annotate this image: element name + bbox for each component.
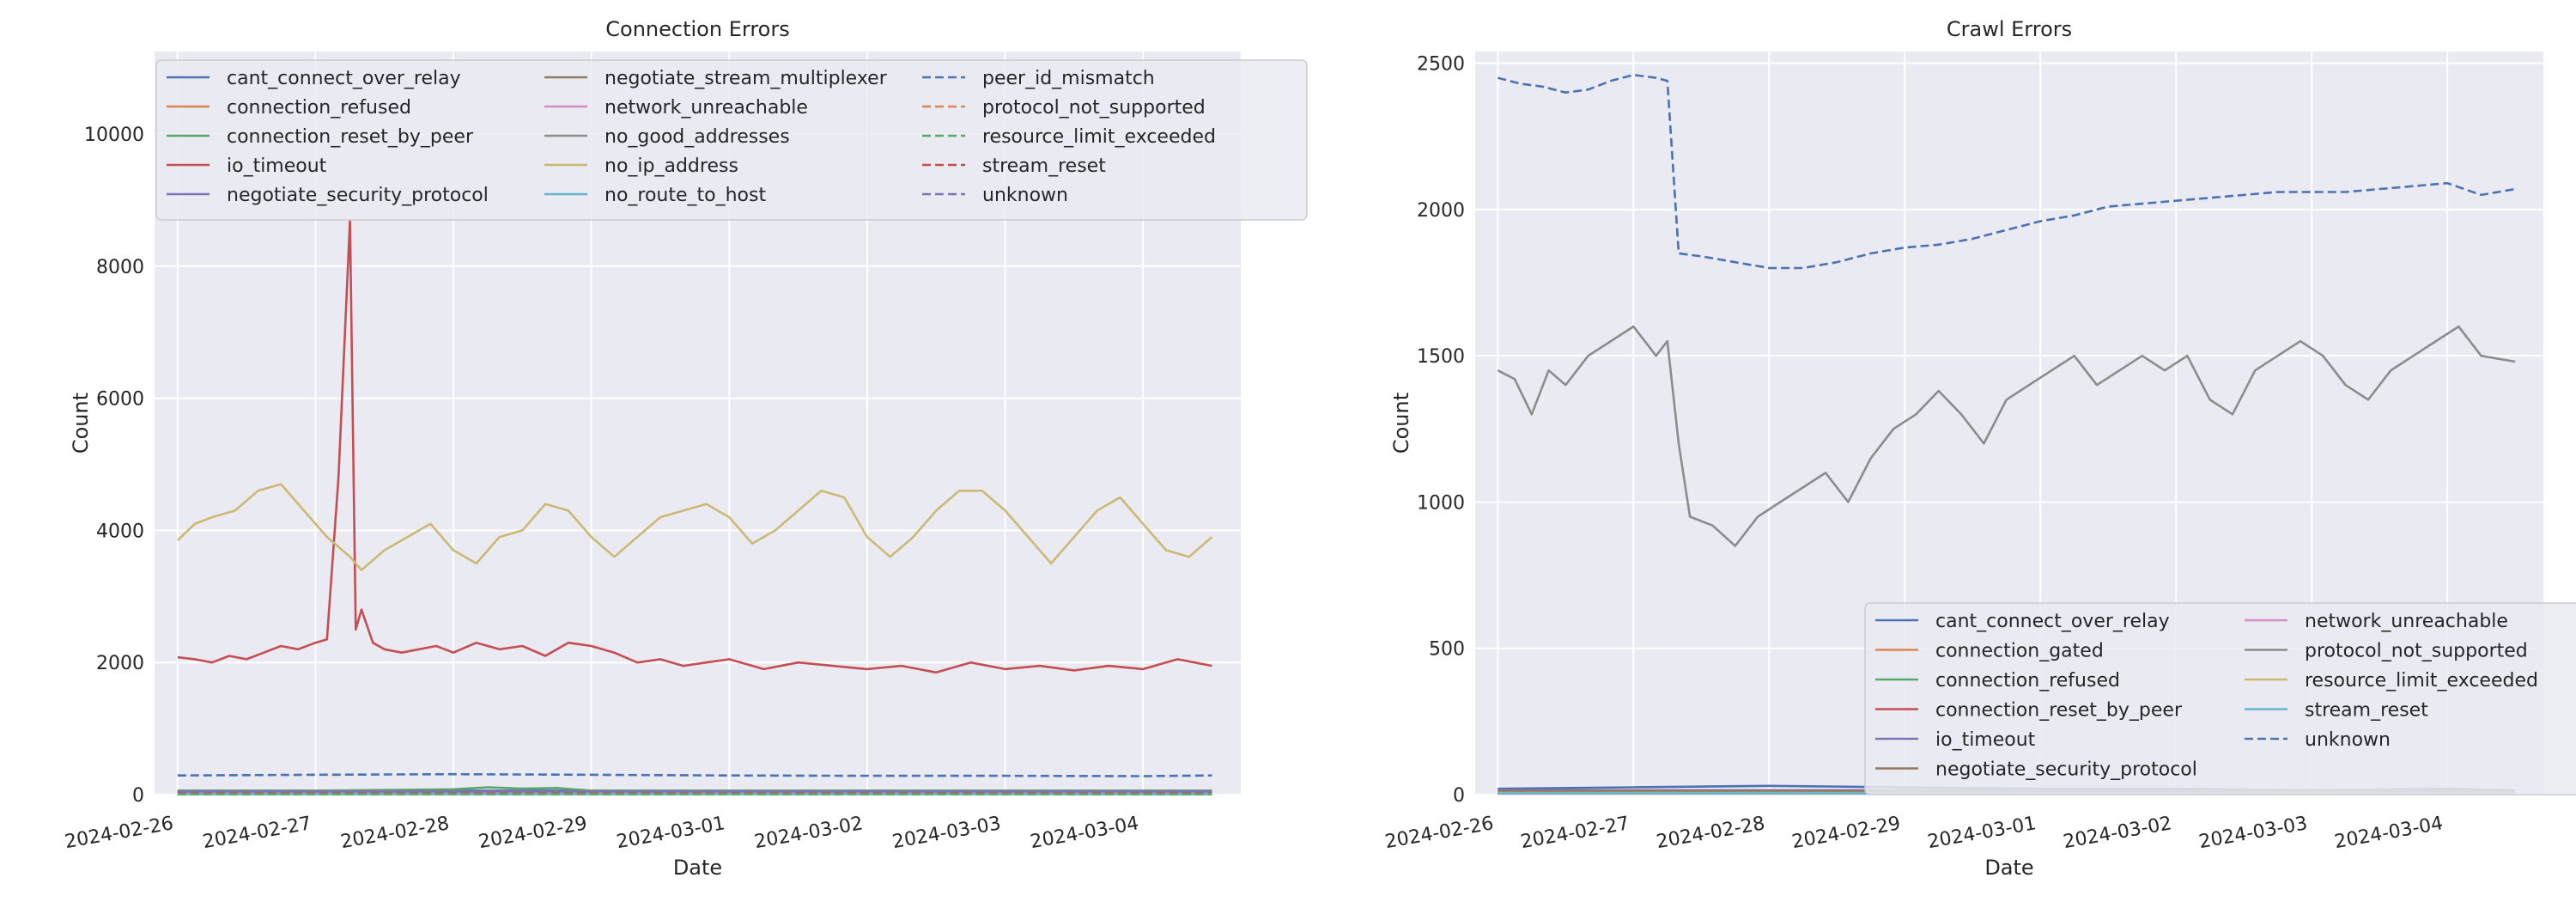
legend-label: io_timeout (1935, 729, 2036, 751)
legend-item: connection_gated (1875, 641, 2104, 662)
legend-item: connection_reset_by_peer (1875, 700, 2183, 722)
y-tick-label: 2000 (96, 653, 144, 674)
crawl-errors-panel: 2024-02-26 2024-02-27 2024-02-28 2024-02-29… (1383, 17, 2576, 880)
legend-label: cant_connect_over_relay (227, 68, 461, 89)
x-tick-label: 2024-03-01 (615, 813, 726, 853)
legend-item: connection_refused (1875, 670, 2120, 692)
legend-label: negotiate_security_protocol (227, 185, 489, 206)
legend-item: negotiate_security_protocol (1875, 759, 2197, 781)
x-tick-label: 2024-03-02 (2062, 813, 2173, 853)
legend-item: network_unreachable (544, 97, 808, 119)
y-tick-label: 2000 (1417, 200, 1465, 222)
series-line-protocol-not-supported (1497, 325, 2516, 547)
y-tick-label: 2500 (1417, 54, 1465, 76)
legend: cant_connect_over_relay connection_gatedc… (1864, 602, 2576, 795)
legend-label: unknown (982, 185, 1068, 206)
legend-label: connection_refused (227, 97, 411, 119)
y-tick-label: 500 (1429, 639, 1465, 661)
legend-item: no_route_to_host (544, 185, 766, 206)
legend-item: negotiate_security_protocol (167, 185, 489, 206)
legend-label: connection_reset_by_peer (227, 126, 474, 148)
legend-item: protocol_not_supported (922, 97, 1206, 119)
legend-label: protocol_not_supported (982, 97, 1206, 119)
series-line-io-timeout (177, 218, 1212, 674)
legend-label: cant_connect_over_relay (1935, 611, 2170, 632)
legend-item: protocol_not_supported (2245, 641, 2528, 662)
legend-label: no_ip_address (605, 155, 738, 177)
chart-title: Connection Errors (605, 17, 789, 41)
y-tick-label: 0 (132, 785, 144, 807)
legend-item: resource_limit_exceeded (2245, 670, 2538, 692)
x-tick-label: 2024-03-01 (1926, 813, 2038, 853)
x-tick-label: 2024-02-27 (1519, 813, 1631, 853)
y-axis-label: Count (69, 393, 93, 454)
legend-frame (1864, 602, 2576, 795)
connection-errors-panel: 2024-02-26 2024-02-27 2024-02-28 2024-02-29… (64, 17, 1308, 880)
x-tick-label: 2024-03-04 (1029, 813, 1140, 853)
legend-label: negotiate_security_protocol (1935, 759, 2197, 781)
x-tick-label: 2024-02-27 (201, 813, 313, 853)
legend-item: cant_connect_over_relay (167, 68, 461, 89)
series-line-no-ip-address (176, 483, 1213, 571)
y-tick-label: 4000 (96, 521, 144, 542)
chart-title: Crawl Errors (1947, 17, 2072, 41)
legend-item: peer_id_mismatch (922, 68, 1155, 89)
x-tick-label: 2024-02-29 (1790, 813, 1902, 853)
legend-item: resource_limit_exceeded (922, 126, 1216, 148)
legend-item: unknown (922, 185, 1068, 206)
x-tick-label: 2024-03-02 (753, 813, 865, 853)
legend-item: connection_refused (167, 97, 411, 119)
y-tick-label: 1000 (1417, 492, 1465, 514)
x-tick-label: 2024-02-26 (64, 813, 175, 853)
x-tick-label: 2024-02-28 (339, 813, 451, 853)
y-tick-label: 6000 (96, 389, 144, 411)
legend-label: network_unreachable (2305, 611, 2508, 632)
y-tick-label: 8000 (96, 257, 144, 278)
x-tick-label: 2024-02-28 (1655, 813, 1766, 853)
legend-label: no_route_to_host (605, 185, 766, 206)
legend-item: stream_reset (922, 155, 1106, 177)
series-line-peer-id-mismatch (177, 772, 1212, 777)
x-tick-label: 2024-03-04 (2333, 813, 2445, 853)
legend-label: negotiate_stream_multiplexer (605, 68, 888, 89)
legend-label: no_good_addresses (605, 126, 790, 148)
legend: cant_connect_over_relay connection_refuse… (155, 59, 1308, 221)
y-tick-label: 10000 (84, 125, 144, 146)
legend-frame (155, 59, 1308, 221)
y-tick-label: 0 (1453, 785, 1465, 807)
series-line-unknown (1497, 73, 2516, 270)
legend-item: stream_reset (2245, 700, 2428, 722)
legend-label: io_timeout (227, 155, 327, 177)
y-tick-label: 1500 (1417, 346, 1465, 368)
legend-label: unknown (2305, 729, 2391, 751)
legend-label: stream_reset (2305, 700, 2428, 722)
x-tick-label: 2024-03-03 (890, 813, 1002, 853)
legend-label: stream_reset (982, 155, 1106, 177)
legend-label: connection_refused (1935, 670, 2120, 692)
legend-label: resource_limit_exceeded (982, 126, 1216, 148)
legend-item: no_good_addresses (544, 126, 790, 148)
legend-item: network_unreachable (2245, 611, 2508, 632)
legend-item: unknown (2245, 729, 2391, 751)
y-axis-label: Count (1389, 393, 1413, 454)
legend-label: protocol_not_supported (2305, 641, 2528, 662)
x-axis-label: Date (673, 856, 722, 880)
legend-label: connection_gated (1935, 641, 2104, 662)
legend-item: io_timeout (1875, 729, 2036, 751)
legend-label: resource_limit_exceeded (2305, 670, 2538, 692)
legend-label: connection_reset_by_peer (1935, 700, 2183, 722)
legend-item: io_timeout (167, 155, 327, 177)
legend-item: negotiate_stream_multiplexer (544, 68, 888, 89)
legend-item: no_ip_address (544, 155, 738, 177)
x-tick-label: 2024-03-03 (2197, 813, 2309, 853)
legend-label: peer_id_mismatch (982, 68, 1155, 89)
legend-item: connection_reset_by_peer (167, 126, 474, 148)
x-tick-label: 2024-02-26 (1383, 813, 1495, 853)
legend-item: cant_connect_over_relay (1875, 611, 2170, 632)
x-axis-label: Date (1984, 856, 2033, 880)
legend-label: network_unreachable (605, 97, 808, 119)
x-tick-label: 2024-02-29 (477, 813, 588, 853)
